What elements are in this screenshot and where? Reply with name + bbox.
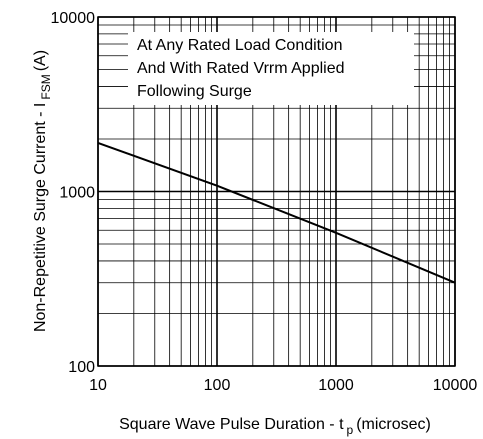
- plot-frame: [97, 16, 456, 367]
- annotation-box: [128, 32, 414, 105]
- x-axis-label-subscript: p: [347, 423, 354, 437]
- annotation: At Any Rated Load Condition And With Rate…: [137, 37, 345, 100]
- y-tick-labels: 100 1000 10000: [51, 10, 96, 376]
- y-axis-label-main: Non-Repetitive Surge Current - I: [32, 103, 49, 332]
- annotation-line: Following Surge: [137, 83, 252, 100]
- x-tick-labels: 10 100 1000 10000: [89, 377, 477, 394]
- y-tick-label: 1000: [59, 185, 95, 202]
- series-line: [97, 141, 456, 284]
- x-tick-label: 1000: [318, 377, 354, 394]
- y-axis-label: Non-Repetitive Surge Current - I FSM (A): [32, 50, 53, 332]
- series-layer: [97, 141, 456, 284]
- x-tick-label: 100: [204, 377, 231, 394]
- x-tick-label: 10000: [433, 377, 478, 394]
- x-tick-label: 10: [89, 377, 107, 394]
- y-axis-label-unit: (A): [32, 50, 49, 71]
- y-axis-label-subscript: FSM: [39, 74, 53, 99]
- annotation-line: And With Rated Vrrm Applied: [137, 60, 345, 77]
- annotation-line: At Any Rated Load Condition: [137, 37, 342, 54]
- x-axis-label-main: Square Wave Pulse Duration - t: [119, 416, 344, 433]
- y-tick-label: 10000: [51, 10, 96, 27]
- y-tick-label: 100: [68, 359, 95, 376]
- x-axis-label-unit: (microsec): [356, 416, 431, 433]
- x-axis-label: Square Wave Pulse Duration - t p (microsec…: [119, 416, 431, 437]
